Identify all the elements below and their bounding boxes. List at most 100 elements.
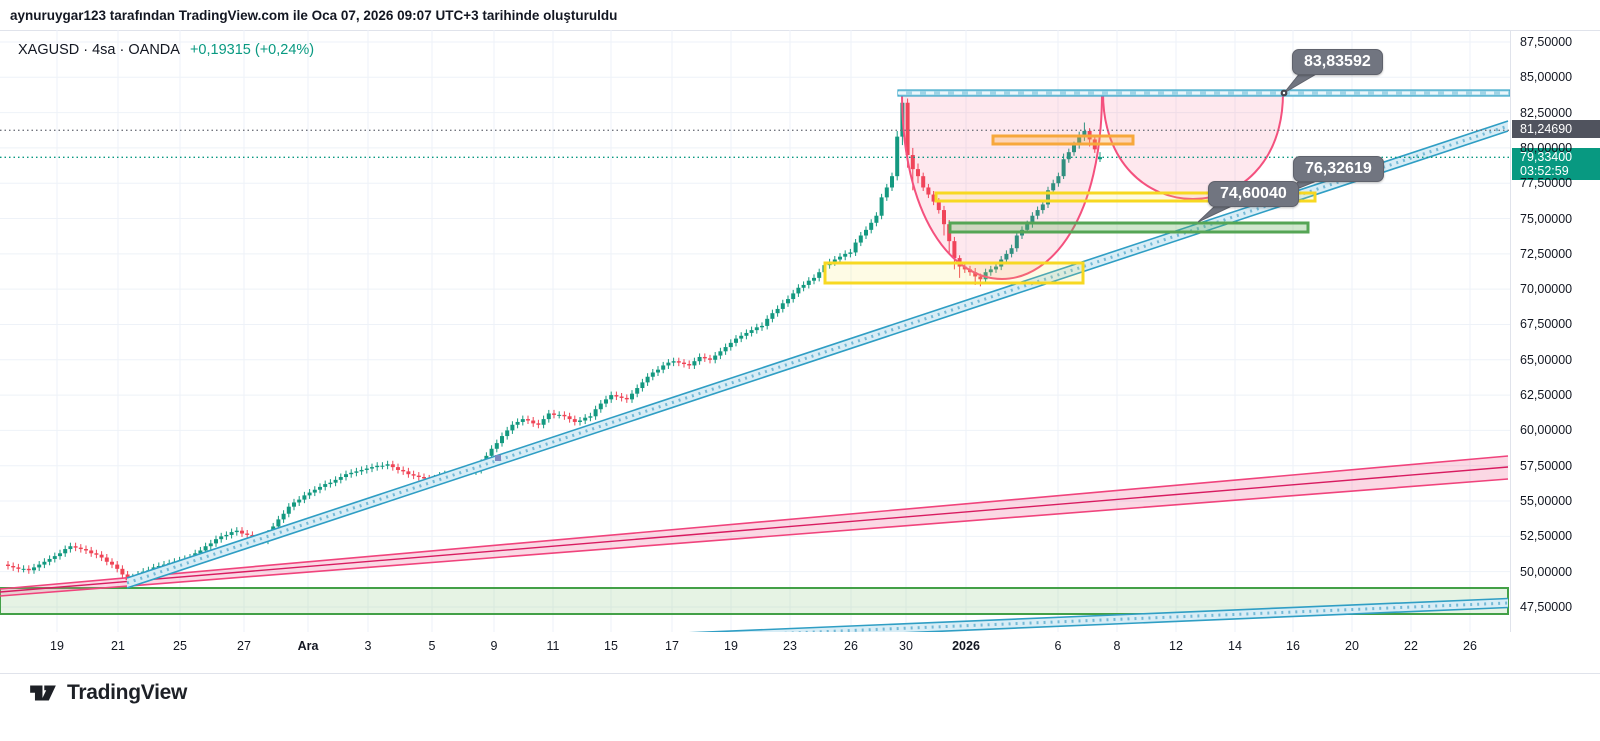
candle-body <box>32 567 36 571</box>
candle-body <box>687 364 692 366</box>
candle-body <box>801 284 806 288</box>
candle-body <box>385 464 390 466</box>
candle-body <box>567 416 572 420</box>
candle-body <box>864 229 868 236</box>
candle-body <box>276 519 281 527</box>
price-axis-label: 85,00000 <box>1520 70 1573 85</box>
candle-body <box>286 506 291 514</box>
zone-box-green <box>948 221 1310 234</box>
candle-body <box>661 365 666 370</box>
candle-body <box>666 362 671 366</box>
candle-body <box>557 414 562 416</box>
candle-body <box>702 356 707 359</box>
candle-body <box>1030 215 1035 225</box>
candle-body <box>697 356 702 362</box>
time-axis-label: 27 <box>237 639 251 653</box>
candle-body <box>328 482 333 485</box>
candle-body <box>718 351 723 356</box>
price-callout[interactable]: 76,32619 <box>1293 156 1384 182</box>
candle-body <box>219 536 224 540</box>
time-axis[interactable]: 19 21 25 27 Ara 3 5 9 11 15 17 19 23 26 30 2026 6 8 12 14 16… <box>0 632 1510 662</box>
candle-body <box>505 430 510 437</box>
candle-body <box>526 419 530 421</box>
candle-body <box>1066 152 1071 160</box>
price-axis-label: 67,50000 <box>1520 317 1573 332</box>
candle-body <box>952 241 957 259</box>
chart-canvas[interactable] <box>0 30 1510 632</box>
candle-body <box>708 358 712 360</box>
candle-body <box>593 409 598 417</box>
candle-body <box>11 566 16 568</box>
attribution-text: aynuruygar123 tarafından TradingView.com… <box>10 8 618 23</box>
candle-body <box>635 388 640 394</box>
candle-body <box>583 417 588 421</box>
candle-body <box>713 355 718 360</box>
candle-body <box>858 235 863 243</box>
candle-body <box>364 468 369 470</box>
alert-price-label[interactable]: 81,24690 <box>1512 120 1600 139</box>
time-axis-label: 2026 <box>952 639 980 653</box>
candle-body <box>63 549 68 554</box>
candle-body <box>988 269 993 273</box>
candle-body <box>1014 235 1019 249</box>
symbol-legend[interactable]: XAGUSD · 4sa · OANDA +0,19315 (+0,24%) <box>18 42 314 58</box>
pink-channel-top <box>0 455 1509 590</box>
candle-body <box>723 347 728 352</box>
candle-body <box>416 475 421 478</box>
candle-body <box>1098 157 1102 160</box>
candle-body <box>84 549 88 551</box>
candle-body <box>578 420 582 422</box>
price-axis-label: 82,50000 <box>1520 105 1573 120</box>
symbol-title[interactable]: XAGUSD · 4sa · OANDA <box>18 42 180 58</box>
time-axis-label: 26 <box>844 639 858 653</box>
time-axis-label: 3 <box>364 639 372 653</box>
price-axis[interactable]: 81,24690 79,33400 03:52:59 87,50000 85,00… <box>1510 30 1600 632</box>
candle-body <box>99 554 104 558</box>
chart-frame <box>0 30 1600 674</box>
candle-body <box>411 474 416 476</box>
candle-body <box>739 335 744 339</box>
lower-channel-lower <box>903 606 1509 632</box>
chart-svg[interactable] <box>0 30 1510 632</box>
candle-body <box>73 546 78 548</box>
candle-body <box>47 558 52 562</box>
candle-body <box>921 176 926 188</box>
price-axis-label: 75,00000 <box>1520 211 1573 226</box>
candle-body <box>78 547 83 550</box>
time-axis-label: 8 <box>1113 639 1121 653</box>
candle-body <box>645 376 650 383</box>
candle-body <box>312 489 317 493</box>
candle-body <box>692 361 697 366</box>
candle-body <box>52 556 57 559</box>
candle-body <box>1025 224 1030 230</box>
price-callout[interactable]: 83,83592 <box>1292 49 1383 75</box>
price-axis-label: 80,00000 <box>1520 140 1573 155</box>
candle-body <box>292 502 296 507</box>
time-axis-label: 14 <box>1228 639 1242 653</box>
candle-body <box>333 479 338 483</box>
candle-body <box>843 253 848 257</box>
candle-body <box>1004 253 1009 260</box>
candle-body <box>916 169 920 177</box>
candle-body <box>676 361 681 363</box>
candle-body <box>494 443 499 449</box>
candle-body <box>744 332 749 336</box>
candle-body <box>640 382 645 389</box>
candle-body <box>380 465 385 467</box>
price-axis-label: 62,50000 <box>1520 388 1573 403</box>
time-axis-label: 20 <box>1345 639 1359 653</box>
price-callout[interactable]: 74,60040 <box>1208 181 1299 207</box>
candle-body <box>791 293 796 300</box>
candle-body <box>910 154 915 170</box>
tradingview-logo[interactable]: TradingView <box>28 678 187 708</box>
tradingview-logo-text: TradingView <box>67 681 188 704</box>
time-axis-label: 23 <box>783 639 797 653</box>
candle-body <box>936 201 941 211</box>
candle-body <box>832 259 837 263</box>
candle-body <box>536 423 541 425</box>
candle-body <box>224 534 229 537</box>
trend-channel-lower <box>126 130 1509 589</box>
candle-body <box>1077 135 1082 146</box>
candle-body <box>671 361 676 363</box>
trend-channel-fill <box>127 121 1508 588</box>
